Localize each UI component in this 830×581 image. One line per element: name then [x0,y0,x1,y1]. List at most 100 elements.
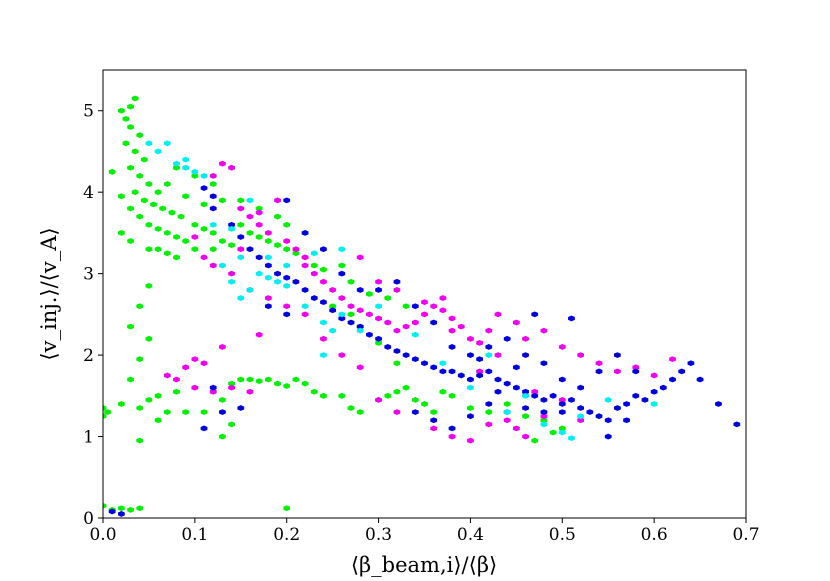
hexbin-point [329,303,337,310]
hexbin-point [356,364,364,371]
hexbin-point [301,262,309,269]
hexbin-point [540,413,548,420]
hexbin-point [421,360,428,367]
hexbin-point [485,401,493,407]
hexbin-point [104,409,111,415]
hexbin-point [237,254,245,261]
hexbin-point [494,388,502,395]
hexbin-point [448,392,456,399]
hexbin-point [237,376,245,383]
hexbin-point [558,429,566,436]
hexbin-point [356,254,364,261]
hexbin-point [604,397,612,403]
hexbin-point [531,437,539,444]
hexbin-point [145,397,153,403]
hexbin-point [522,405,529,411]
hexbin-point [200,425,208,432]
hexbin-point [375,315,382,322]
hexbin-point [191,173,199,179]
hexbin-point [430,364,438,371]
hexbin-point [117,401,125,407]
hexbin-point [494,311,502,318]
hexbin-point [127,506,134,513]
hexbin-point [503,409,511,415]
hexbin-point [411,319,419,326]
hexbin-point [173,160,180,167]
hexbin-point [255,378,263,385]
hexbin-point [338,352,346,358]
hexbin-point [632,368,640,375]
hexbin-point [467,437,474,444]
hexbin-point [733,421,741,428]
hexbin-point [200,360,208,367]
hexbin-point [209,205,217,212]
hexbin-point [375,278,382,285]
hexbin-point [586,409,594,415]
hexbin-point [411,331,419,338]
hexbin-point [430,417,438,424]
hexbin-point [503,335,511,342]
hexbin-point [595,368,603,375]
hexbin-point [264,303,272,310]
hexbin-point [117,505,125,512]
hexbin-point [430,425,438,432]
hexbin-point [255,205,263,212]
hexbin-point [476,368,483,375]
hexbin-point [274,242,281,249]
hexbin-point [246,388,254,395]
hexbin-point [255,331,263,338]
hexbin-point [237,405,245,411]
hexbin-point [136,505,144,512]
hexbin-point [122,115,130,122]
hexbin-point [228,384,235,391]
x-axis-label: ⟨β_beam,i⟩/⟨β⟩ [351,553,497,577]
hexbin-point [127,103,134,110]
hexbin-point [283,383,291,389]
hexbin-point [246,246,254,253]
hexbin-point [678,368,686,375]
hexbin-point [356,287,364,293]
hexbin-point [237,197,245,204]
hexbin-point [154,225,162,232]
x-tick-label: 0.5 [549,525,576,545]
hexbin-point [457,372,465,379]
hexbin-point [338,315,346,322]
hexbin-point [264,238,272,244]
hexbin-point [191,246,199,253]
hexbin-point [503,380,511,387]
hexbin-point [173,234,180,240]
hexbin-point [320,319,327,326]
hexbin-point [283,505,291,512]
hexbin-point [310,388,318,395]
hexbin-point [140,156,148,163]
y-tick-label: 4 [83,183,94,203]
hexbin-point [237,221,245,228]
hexbin-point [228,380,235,387]
hexbin-point [329,287,337,293]
hexbin-point [117,511,125,517]
hexbin-point [522,335,529,342]
hexbin-point [522,413,529,420]
hexbin-point [127,164,134,171]
hexbin-point [549,429,557,436]
y-axis: 0 1 2 3 4 5 [83,102,103,529]
hexbin-point [255,254,263,261]
hexbin-point [430,409,438,415]
hexbin-point [209,193,217,200]
hexbin-point [283,311,291,318]
hexbin-point [522,433,529,440]
hexbin-point [338,392,346,399]
hexbin-point [448,315,456,322]
hexbin-point [512,364,520,371]
hexbin-point [264,262,272,269]
hexbin-point [200,173,208,179]
hexbin-point [108,508,116,515]
hexbin-point [411,303,419,310]
hexbin-point [320,299,327,306]
hexbin-point [384,392,392,399]
hexbin-point [485,344,493,350]
hexbin-point [375,303,382,310]
hexbin-point [439,388,447,395]
hexbin-point [255,221,263,228]
